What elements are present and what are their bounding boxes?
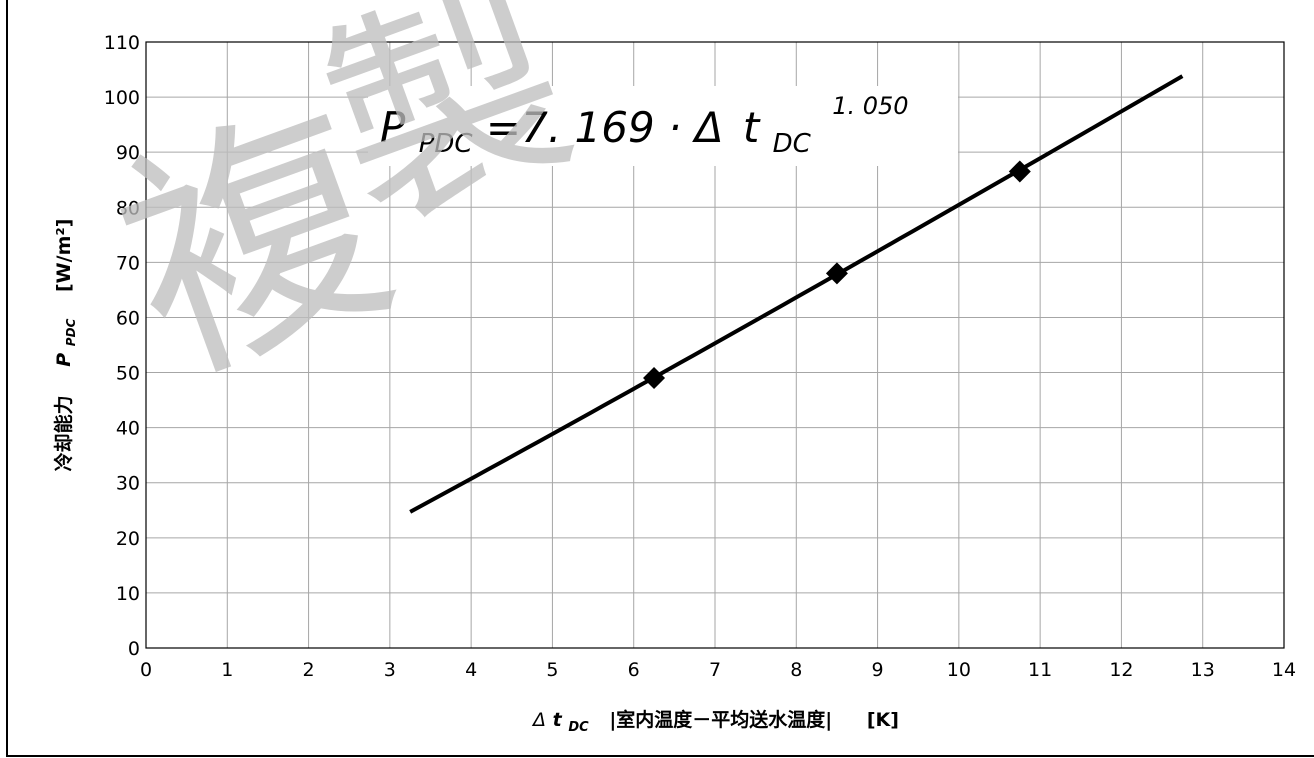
y-axis-ticks: 0 10 20 30 40 50 60 70 80 90 100 110 — [104, 32, 140, 660]
y-tick-label-9: 90 — [116, 142, 140, 164]
y-tick-label-2: 20 — [116, 528, 140, 550]
x-axis-title-prefix: Δ — [531, 709, 546, 731]
x-tick-label-5: 5 — [546, 659, 558, 681]
y-tick-label-10: 100 — [104, 87, 140, 109]
y-axis-title-subscript: PDC — [64, 318, 78, 346]
x-tick-label-10: 10 — [947, 659, 971, 681]
data-points — [643, 160, 1031, 390]
x-axis-title-variable: t — [553, 709, 563, 731]
data-point-0 — [643, 367, 666, 390]
x-axis-ticks: 0 1 2 3 4 5 6 7 8 9 10 11 12 13 14 — [140, 659, 1296, 681]
equation-exponent: 1. 050 — [832, 92, 908, 120]
x-tick-label-8: 8 — [790, 659, 802, 681]
data-point-2 — [1008, 160, 1031, 183]
equation-label: P PDC =7. 169 · Δ t DC 1. 050 — [380, 92, 909, 162]
x-tick-label-7: 7 — [709, 659, 721, 681]
x-tick-label-11: 11 — [1028, 659, 1052, 681]
y-axis-title-text: 冷却能力 — [52, 395, 75, 471]
y-tick-label-0: 0 — [128, 638, 140, 660]
plot-area-border — [145, 41, 1285, 649]
equation-variable: t — [743, 103, 761, 152]
x-axis-title-subscript: DC — [568, 720, 589, 735]
y-tick-label-8: 80 — [116, 197, 140, 219]
chart-frame — [6, 0, 1314, 757]
x-axis-title-text: |室内温度－平均送水温度| — [609, 708, 832, 731]
x-tick-label-0: 0 — [140, 659, 152, 681]
watermark: 複 製 — [87, 0, 601, 424]
y-tick-label-5: 50 — [116, 363, 140, 385]
x-tick-label-14: 14 — [1272, 659, 1296, 681]
y-axis-title: 冷却能力 P PDC [W/m²] — [52, 219, 80, 472]
y-tick-label-6: 60 — [116, 307, 140, 329]
x-tick-label-1: 1 — [221, 659, 233, 681]
x-tick-label-3: 3 — [384, 659, 396, 681]
x-tick-label-13: 13 — [1191, 659, 1215, 681]
equation-middle: =7. 169 · Δ — [486, 103, 724, 152]
data-point-1 — [825, 262, 848, 285]
equation-variable-subscript: DC — [773, 129, 812, 159]
x-tick-label-12: 12 — [1109, 659, 1133, 681]
y-tick-label-4: 40 — [116, 418, 140, 440]
y-tick-label-1: 10 — [116, 583, 140, 605]
grid — [145, 41, 1285, 649]
equation-lhs-subscript: PDC — [419, 129, 474, 159]
x-tick-label-2: 2 — [303, 659, 315, 681]
equation-lhs: P — [380, 103, 406, 152]
y-axis-title-variable: P — [53, 353, 75, 367]
fit-curve — [409, 74, 1184, 514]
x-tick-label-9: 9 — [872, 659, 884, 681]
y-tick-label-7: 70 — [116, 252, 140, 274]
x-axis-title: Δ t DC |室内温度－平均送水温度| [K] — [531, 708, 899, 736]
y-tick-label-11: 110 — [104, 32, 140, 54]
equation-background — [368, 86, 958, 166]
x-tick-label-4: 4 — [465, 659, 477, 681]
y-tick-label-3: 30 — [116, 473, 140, 495]
x-tick-label-6: 6 — [628, 659, 640, 681]
y-axis-title-unit: [W/m²] — [53, 219, 75, 292]
x-axis-title-unit: [K] — [867, 709, 899, 731]
